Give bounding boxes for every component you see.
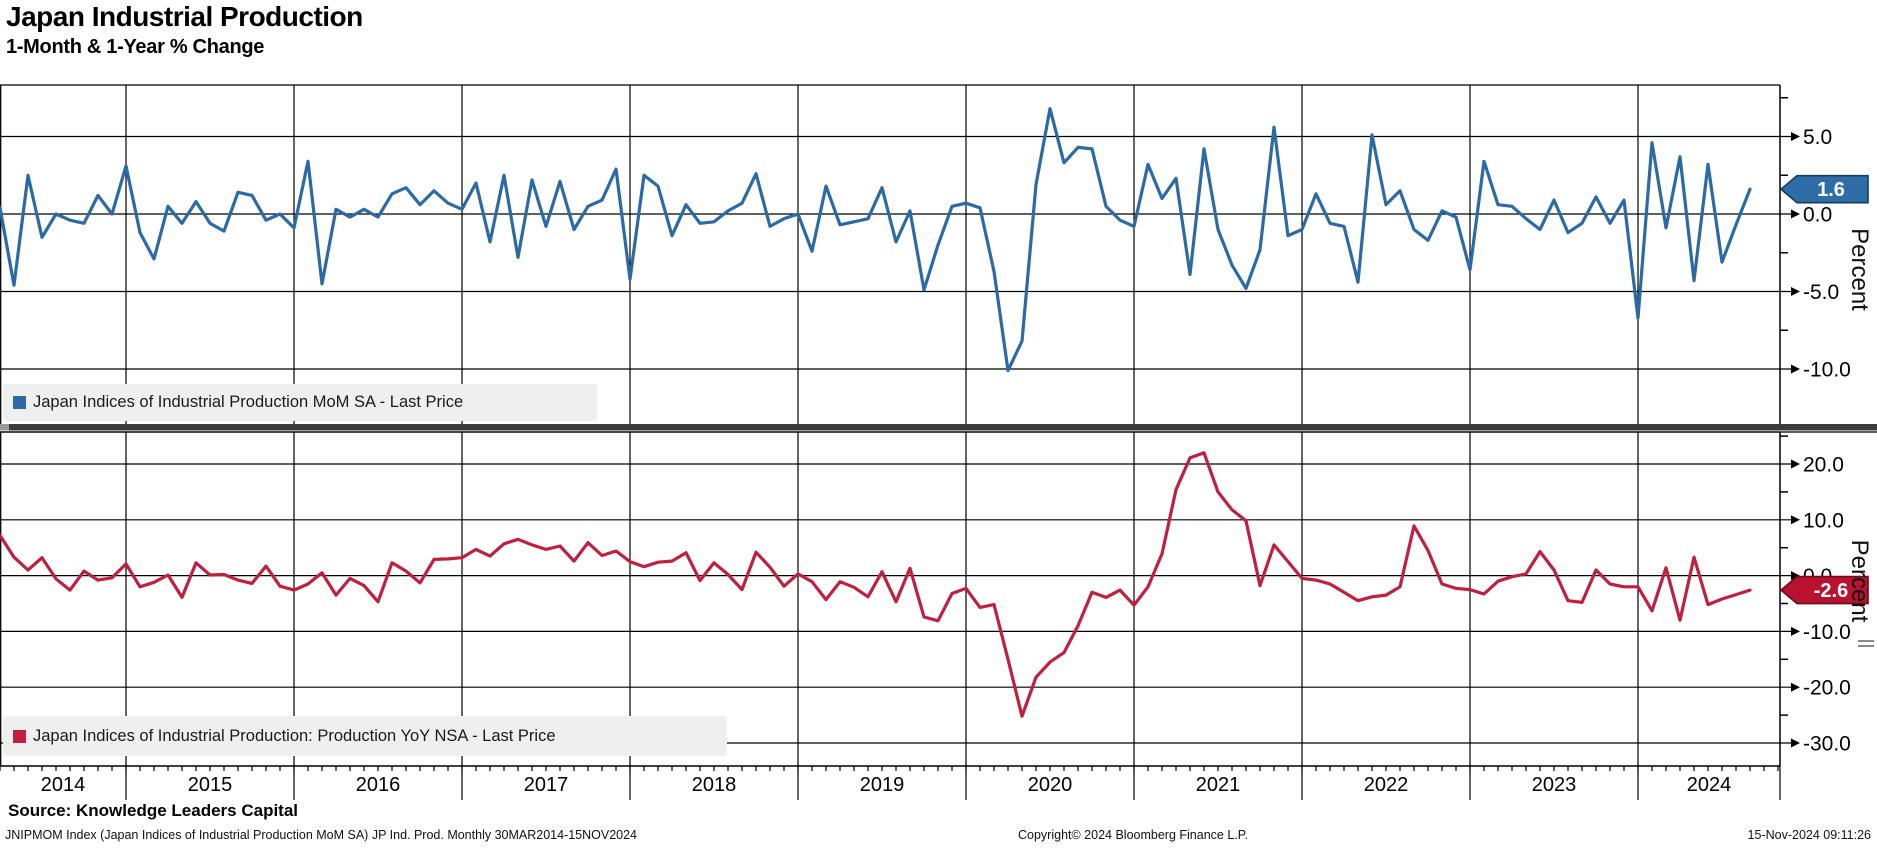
series-line-top [0,106,1752,373]
legend-swatch-blue-icon [13,396,26,409]
x-tick-year: 2023 [1532,774,1577,796]
x-tick-year: 2022 [1364,774,1409,796]
svg-text:1.6: 1.6 [1817,179,1845,201]
svg-text:0.0: 0.0 [1803,204,1832,227]
x-tick-year: 2021 [1196,774,1241,796]
x-tick-year: 2018 [692,774,737,796]
x-tick-year: 2024 [1687,774,1732,796]
y-axis-title-bottom: Percent [1846,540,1873,623]
panel-top: 5.0 0.0 -5.0 -10.0 1.6 Percent [0,84,1873,424]
x-tick-year: 2017 [524,774,569,796]
page-title: Japan Industrial Production [6,1,363,32]
x-tick-year: 2020 [1028,774,1073,796]
x-tick-year: 2016 [356,774,401,796]
svg-text:-20.0: -20.0 [1803,677,1851,700]
footer-source: Source: Knowledge Leaders Capital [8,801,299,820]
footer-copyright: Copyright© 2024 Bloomberg Finance L.P. [1018,828,1248,842]
svg-text:-2.6: -2.6 [1814,580,1848,602]
legend-yoy-label: Japan Indices of Industrial Production: … [33,726,556,745]
last-price-badge-bottom: -2.6 [1779,575,1869,605]
svg-text:10.0: 10.0 [1803,509,1844,532]
last-price-badge-top: 1.6 [1779,174,1869,204]
svg-text:-10.0: -10.0 [1803,621,1851,644]
chart-canvas[interactable]: 5.0 0.0 -5.0 -10.0 1.6 Percent 20.0 10.0 0.0 -10.… [0,62,1877,800]
svg-text:5.0: 5.0 [1803,126,1832,149]
footer-timestamp: 15-Nov-2024 09:11:26 [1747,828,1871,842]
x-tick-year: 2014 [41,774,86,796]
svg-text:-10.0: -10.0 [1803,359,1851,382]
svg-text:-5.0: -5.0 [1803,281,1839,304]
panel-separator[interactable] [0,424,1877,431]
legend-mom-label: Japan Indices of Industrial Production M… [33,393,464,411]
legend-mom[interactable]: Japan Indices of Industrial Production M… [3,384,597,421]
x-tick-year: 2015 [188,774,233,796]
series-line-bottom [0,451,1752,718]
y-axis-title-top: Percent [1846,228,1873,311]
svg-text:20.0: 20.0 [1803,454,1844,477]
legend-yoy[interactable]: Japan Indices of Industrial Production: … [3,716,727,756]
x-tick-year: 2019 [860,774,905,796]
x-axis: 2014 2015 2016 2017 2018 2019 2020 2021 2022 2023… [0,765,1781,800]
svg-text:-30.0: -30.0 [1803,733,1851,756]
footer-ticker-info: JNIPMOM Index (Japan Indices of Industri… [5,828,638,842]
legend-swatch-red-icon [13,729,26,743]
page-subtitle: 1-Month & 1-Year % Change [6,36,265,58]
